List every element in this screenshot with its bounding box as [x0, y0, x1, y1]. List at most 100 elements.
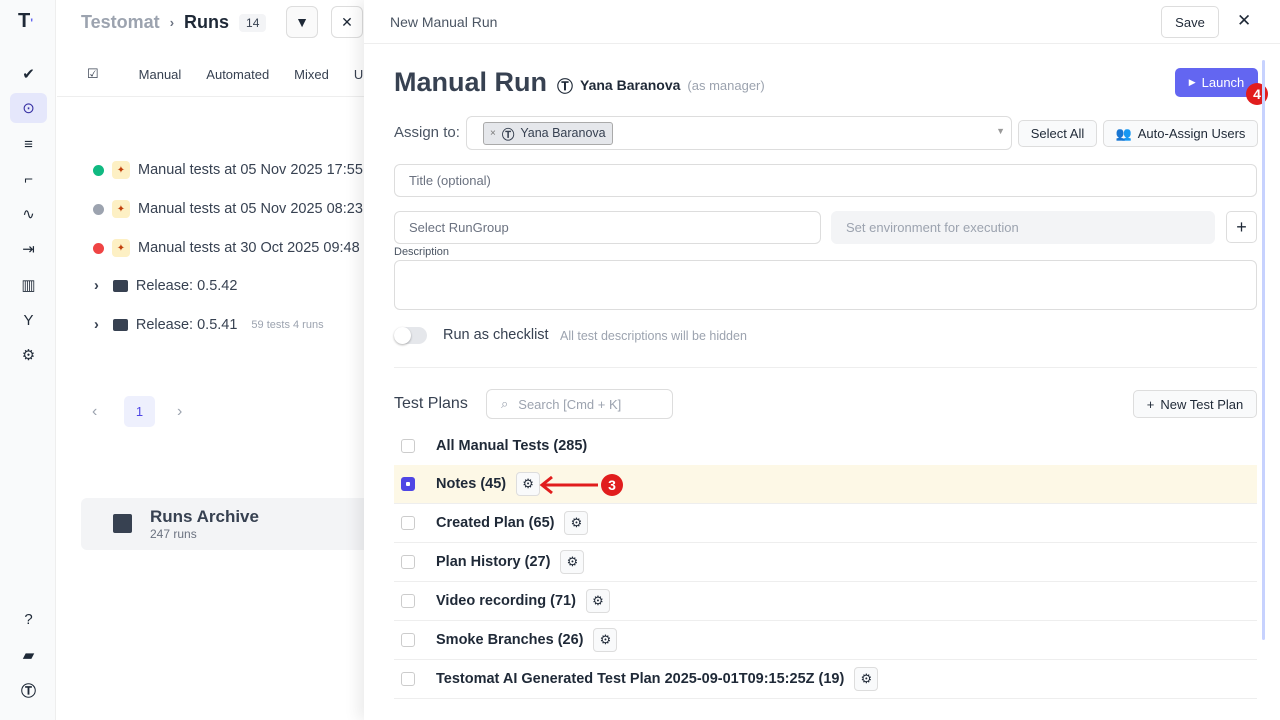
gear-icon[interactable]: ⚙	[585, 589, 610, 613]
environment-select[interactable]: Set environment for execution	[831, 211, 1215, 244]
plan-row[interactable]: Created Plan (65) ⚙	[394, 504, 1257, 543]
rungroup-select[interactable]: Select RunGroup	[394, 211, 821, 244]
test-plans-title: Test Plans	[394, 395, 468, 412]
next-page-button[interactable]: ›	[177, 403, 183, 420]
steps-icon[interactable]: ⌐	[24, 170, 33, 188]
tab-mixed[interactable]: Mixed	[294, 66, 329, 82]
multiselect-icon[interactable]: ☑	[87, 66, 99, 81]
plan-checkbox[interactable]	[401, 594, 415, 608]
gear-icon[interactable]: ⚙	[854, 667, 879, 691]
runs-count-badge: 14	[239, 13, 267, 32]
users-icon: 👥	[1115, 125, 1132, 141]
projects-icon[interactable]: ▰	[22, 647, 35, 664]
chevron-right-icon[interactable]: ›	[94, 278, 99, 294]
plan-search-input[interactable]: ⌕ Search [Cmd + K]	[486, 389, 673, 419]
plans-icon[interactable]: ≡	[24, 135, 33, 153]
tab-automated[interactable]: Automated	[206, 66, 270, 82]
drawer-title: New Manual Run	[390, 14, 498, 30]
plan-row[interactable]: Video recording (71) ⚙	[394, 582, 1257, 621]
rungroup-item[interactable]: › Release: 0.5.42	[94, 278, 237, 294]
plan-checkbox[interactable]	[401, 516, 415, 530]
folder-icon	[112, 280, 128, 292]
dropdown-arrow-icon: ▼	[996, 126, 1005, 136]
folder-icon	[112, 319, 128, 331]
help-icon[interactable]: ?	[24, 610, 33, 628]
scrollbar[interactable]	[1262, 60, 1265, 640]
play-icon: ▶	[1188, 77, 1196, 87]
plus-icon: +	[1146, 396, 1155, 412]
plan-label: Notes (45)	[436, 476, 507, 492]
archive-count: 247 runs	[150, 527, 197, 541]
archive-title: Runs Archive	[150, 507, 259, 526]
remove-assignee-icon[interactable]: ×	[490, 127, 496, 139]
manager-role: (as manager)	[687, 77, 765, 93]
run-item[interactable]: ✦ Manual tests at 05 Nov 2025 17:55	[93, 161, 363, 179]
select-all-button[interactable]: Select All	[1018, 120, 1097, 147]
settings-icon[interactable]: ⚙	[21, 347, 36, 364]
save-button[interactable]: Save	[1161, 6, 1219, 38]
plan-label: Testomat AI Generated Test Plan 2025-09-…	[436, 671, 845, 687]
run-item[interactable]: ✦ Manual tests at 30 Oct 2025 09:48	[93, 239, 360, 257]
run-type-tabs: ☑ Manual Automated Mixed Un	[87, 66, 364, 82]
archive-icon	[113, 514, 132, 533]
gear-icon[interactable]: ⚙	[516, 472, 541, 496]
import-icon[interactable]: ⇥	[22, 241, 35, 258]
plan-checkbox[interactable]	[401, 555, 415, 569]
page-1-button[interactable]: 1	[124, 396, 155, 427]
user-avatar: Ⓣ	[501, 127, 515, 142]
auto-assign-button[interactable]: 👥 Auto-Assign Users	[1103, 120, 1258, 147]
gear-icon[interactable]: ⚙	[560, 550, 585, 574]
step-3-annotation: 3	[601, 474, 623, 496]
prev-page-button[interactable]: ‹	[92, 403, 98, 420]
rungroup-label: Release: 0.5.41	[135, 317, 238, 333]
plan-checkbox[interactable]	[401, 633, 415, 647]
assignee-select[interactable]: × Ⓣ Yana Baranova ▼	[466, 116, 1012, 150]
annotation-arrow-icon	[539, 475, 598, 495]
rungroup-label: Release: 0.5.42	[135, 278, 238, 294]
new-test-plan-button[interactable]: + New Test Plan	[1133, 390, 1257, 418]
gear-icon[interactable]: ⚙	[593, 628, 618, 652]
manual-run-icon: ✦	[112, 161, 130, 179]
runs-archive-card[interactable]: Runs Archive 247 runs	[81, 498, 364, 550]
plan-checkbox[interactable]	[401, 672, 415, 686]
launch-button[interactable]: ▶ Launch	[1175, 68, 1258, 97]
in-progress-status-icon	[93, 203, 104, 215]
tab-unknown[interactable]: Un	[353, 66, 364, 82]
plan-row[interactable]: Testomat AI Generated Test Plan 2025-09-…	[394, 660, 1257, 699]
title-input[interactable]: Title (optional)	[394, 164, 1257, 197]
form-title: Manual Run	[394, 67, 547, 97]
profile-icon[interactable]: Ⓣ	[20, 682, 36, 700]
plan-checkbox[interactable]	[401, 477, 415, 491]
plan-row[interactable]: Notes (45) ⚙	[394, 465, 1257, 504]
testomat-logo: T'	[18, 10, 34, 32]
filter-button[interactable]: ▼	[286, 6, 318, 38]
pulse-icon[interactable]: ∿	[22, 206, 35, 223]
run-item[interactable]: ✦ Manual tests at 05 Nov 2025 08:23	[93, 200, 363, 218]
tab-manual[interactable]: Manual	[138, 66, 182, 82]
plan-row[interactable]: Smoke Branches (26) ⚙	[394, 621, 1257, 660]
check-icon[interactable]: ✔	[22, 66, 35, 83]
description-textarea[interactable]	[394, 260, 1257, 310]
assign-label: Assign to:	[394, 124, 460, 141]
breadcrumb-root[interactable]: Testomat	[81, 12, 160, 32]
run-label: Manual tests at 05 Nov 2025 17:55	[138, 162, 363, 178]
plan-checkbox[interactable]	[401, 439, 415, 453]
close-drawer-icon[interactable]: ✕	[1237, 11, 1252, 30]
rungroup-item[interactable]: › Release: 0.5.41 59 tests 4 runs	[94, 317, 324, 333]
run-label: Manual tests at 05 Nov 2025 08:23	[138, 201, 363, 217]
assignee-name: Yana Baranova	[520, 126, 606, 140]
checklist-toggle[interactable]	[394, 327, 427, 344]
new-plan-label: New Test Plan	[1160, 396, 1244, 412]
plan-row[interactable]: All Manual Tests (285)	[394, 427, 1257, 466]
plan-row[interactable]: Plan History (27) ⚙	[394, 543, 1257, 582]
branches-icon[interactable]: Y	[23, 311, 34, 329]
add-environment-button[interactable]: +	[1226, 211, 1257, 243]
runs-icon[interactable]: ⊙	[10, 93, 47, 123]
chevron-right-icon[interactable]: ›	[94, 317, 99, 333]
gear-icon[interactable]: ⚙	[564, 511, 589, 535]
checklist-label: Run as checklist	[443, 327, 549, 343]
run-label: Manual tests at 30 Oct 2025 09:48	[138, 240, 360, 256]
close-button[interactable]: ✕	[331, 6, 363, 38]
analytics-icon[interactable]: ▥	[21, 277, 36, 294]
plan-label: All Manual Tests (285)	[436, 438, 588, 454]
